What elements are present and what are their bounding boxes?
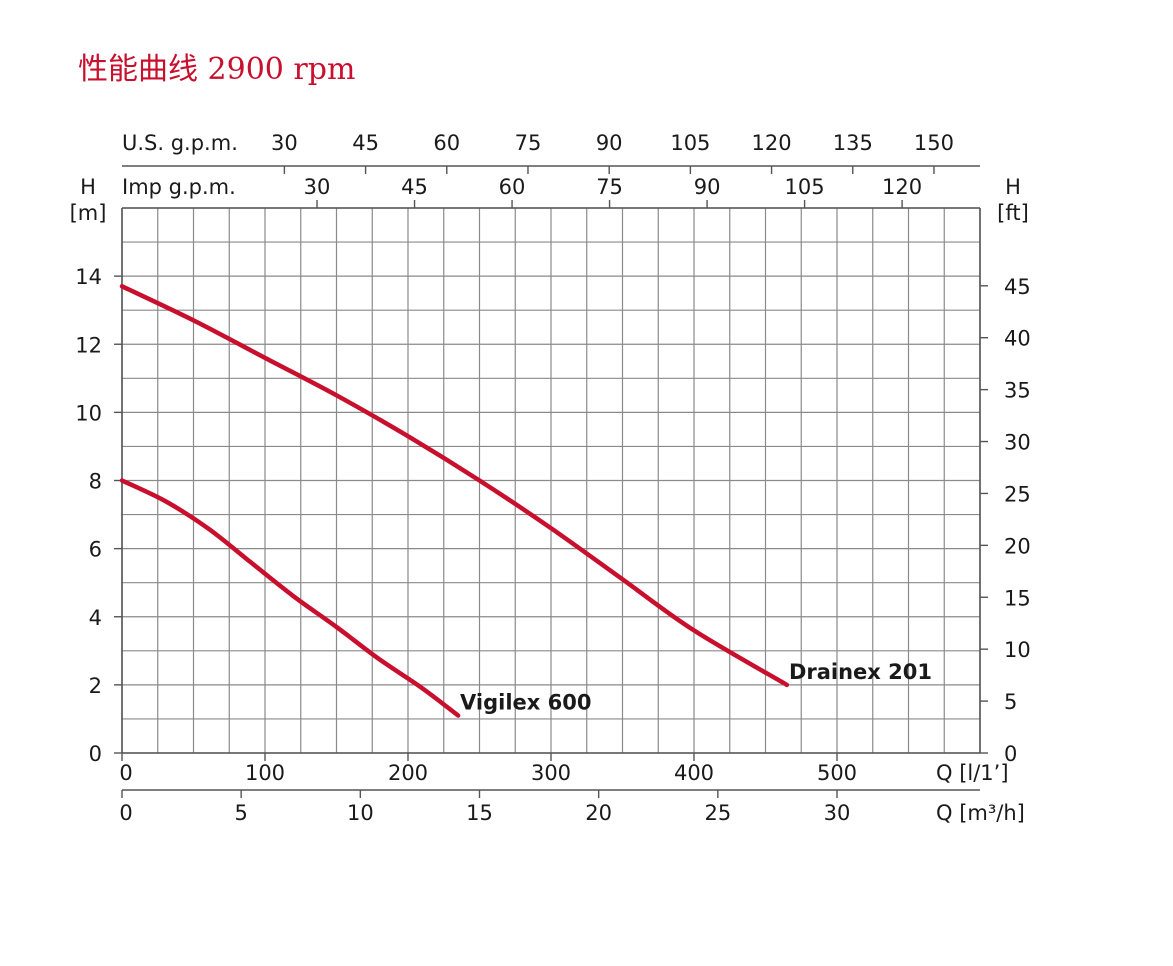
y-right-tick-label: 0 <box>1004 742 1017 766</box>
x-secondary-tick-label: 25 <box>704 801 731 825</box>
imp-gpm-tick-label: 30 <box>304 175 331 199</box>
us-gpm-tick-label: 75 <box>515 131 542 155</box>
x-secondary-tick-label: 10 <box>347 801 374 825</box>
y-left-tick-label: 8 <box>89 470 102 494</box>
series-label-vigilex-600: Vigilex 600 <box>460 691 591 715</box>
axes <box>114 165 988 798</box>
x-primary-tick-label: 100 <box>245 761 285 785</box>
y-left-tick-label: 4 <box>89 606 102 630</box>
imp-gpm-tick-label: 75 <box>596 175 623 199</box>
y-left-tick-label: 10 <box>75 401 102 425</box>
us-gpm-tick-label: 60 <box>433 131 460 155</box>
us-gpm-tick-label: 45 <box>352 131 379 155</box>
us-gpm-tick-label: 135 <box>833 131 873 155</box>
imp-gpm-tick-label: 120 <box>882 175 922 199</box>
x-primary-tick-label: 300 <box>531 761 571 785</box>
us-gpm-tick-label: 150 <box>914 131 954 155</box>
x-primary-tick-label: 500 <box>817 761 857 785</box>
x-primary-tick-label: 200 <box>388 761 428 785</box>
y-left-tick-label: 6 <box>89 538 102 562</box>
us-gpm-tick-label: 105 <box>670 131 710 155</box>
x-secondary-tick-label: 20 <box>585 801 612 825</box>
us-gpm-tick-label: 30 <box>271 131 298 155</box>
chart-title: 性能曲线 2900 rpm <box>78 52 356 87</box>
y-right-axis-unit: [ft] <box>997 201 1029 225</box>
y-left-tick-label: 14 <box>75 265 102 289</box>
curves <box>119 284 790 718</box>
imp-gpm-tick-label: 45 <box>401 175 428 199</box>
y-left-axis-unit: [m] <box>70 201 107 225</box>
us-gpm-tick-label: 120 <box>752 131 792 155</box>
curve-vigilex-600 <box>119 478 461 718</box>
y-left-tick-label: 12 <box>75 333 102 357</box>
y-right-tick-label: 45 <box>1004 275 1031 299</box>
imp-gpm-axis-label: Imp g.p.m. <box>122 175 236 199</box>
curve-drainex-201 <box>119 284 790 688</box>
y-right-tick-label: 5 <box>1004 690 1017 714</box>
x-secondary-tick-label: 15 <box>466 801 493 825</box>
y-right-tick-label: 30 <box>1004 431 1031 455</box>
y-left-tick-label: 2 <box>89 674 102 698</box>
y-right-axis-title: H <box>1005 175 1021 199</box>
y-right-tick-label: 35 <box>1004 379 1031 403</box>
y-right-tick-label: 20 <box>1004 534 1031 558</box>
y-left-tick-label: 0 <box>89 742 102 766</box>
x-primary-tick-label: 0 <box>119 761 132 785</box>
y-right-tick-label: 40 <box>1004 327 1031 351</box>
x-secondary-tick-label: 30 <box>824 801 851 825</box>
us-gpm-axis-label: U.S. g.p.m. <box>122 131 238 155</box>
x-primary-tick-label: 400 <box>674 761 714 785</box>
x-secondary-axis-label: Q [m³/h] <box>936 801 1025 825</box>
y-right-tick-label: 10 <box>1004 638 1031 662</box>
series-label-drainex-201: Drainex 201 <box>789 660 932 684</box>
us-gpm-tick-label: 90 <box>596 131 623 155</box>
x-secondary-tick-label: 0 <box>119 801 132 825</box>
imp-gpm-tick-label: 105 <box>785 175 825 199</box>
imp-gpm-tick-label: 60 <box>499 175 526 199</box>
x-secondary-tick-label: 5 <box>234 801 247 825</box>
y-right-tick-label: 25 <box>1004 482 1031 506</box>
y-left-axis-title: H <box>80 175 96 199</box>
imp-gpm-tick-label: 90 <box>694 175 721 199</box>
y-right-tick-label: 15 <box>1004 586 1031 610</box>
x-primary-axis-label: Q [l/1’] <box>936 761 1009 785</box>
